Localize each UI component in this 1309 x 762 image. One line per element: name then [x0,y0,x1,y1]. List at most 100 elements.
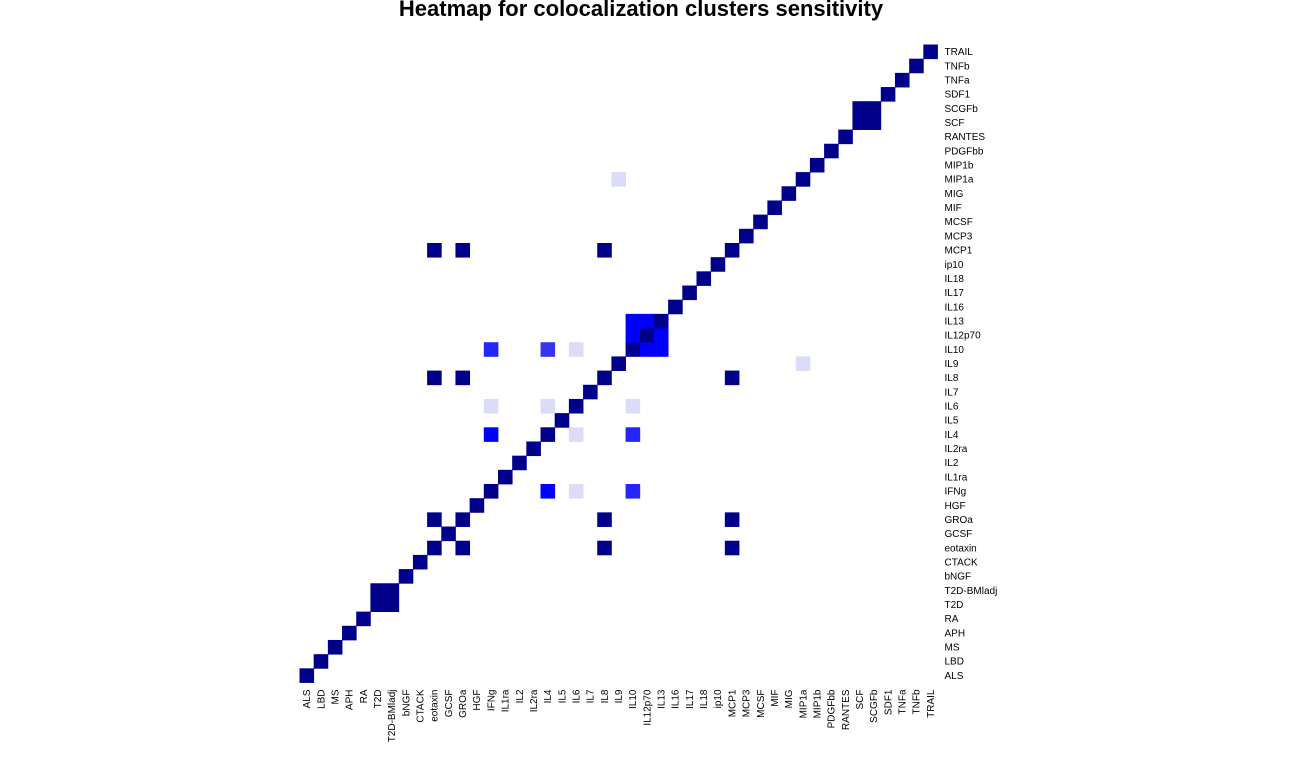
heatmap-cell-IL6-IL10 [625,398,641,414]
x-tick-label-RA: RA [359,689,370,703]
heatmap-cell-IL13-IL10 [625,313,641,329]
heatmap-cell-APH-APH [342,625,357,641]
y-tick-label-CTACK: CTACK [945,557,978,568]
y-tick-label-TNFb: TNFb [945,61,970,72]
heatmap-cell-MIF-MIF [767,200,782,216]
heatmap-cell-SCF-SCF [852,115,868,130]
heatmap-cell-GROa-GROa [455,512,471,527]
x-tick-label-SCF: SCF [855,690,866,710]
heatmap-cell-IL9-MIP1a [795,356,811,371]
heatmap-cell-IL12p70-IL10 [625,328,641,343]
heatmap-cell-IL8-IL8 [597,370,612,386]
y-tick-label-MS: MS [945,643,960,654]
x-tick-label-TNFb: TNFb [912,689,923,714]
heatmap-cell-IL10-IL6 [568,342,584,357]
heatmap-cell-MCP1-IL8 [597,242,612,258]
y-tick-label-IL7: IL7 [945,387,959,398]
y-tick-label-MCSF: MCSF [945,217,973,228]
x-tick-label-IL1ra: IL1ra [501,689,512,712]
x-tick-label-RANTES: RANTES [841,689,852,730]
y-axis-labels: ALS LBD MS APH RA T2D T2D-BMladj bNGF CTACK eotax… [945,47,998,682]
y-tick-label-IL13: IL13 [945,316,965,327]
heatmap-cell-IL1ra-IL1ra [497,469,513,485]
y-tick-label-MCP1: MCP1 [945,246,973,257]
x-tick-label-ALS: ALS [302,689,313,708]
y-tick-label-SCF: SCF [945,118,965,129]
x-tick-label-CTACK: CTACK [416,689,427,722]
heatmap-cell-IL8-MCP1 [724,370,740,386]
heatmap-cell-T2D-BMladj-T2D [370,583,385,598]
x-tick-label-IL6: IL6 [571,689,582,703]
heatmap-cell-SCGFb-SCF [852,101,868,116]
y-tick-label-MIP1b: MIP1b [945,161,974,172]
x-tick-label-IL18: IL18 [699,689,710,709]
heatmap-cell-IL17-IL17 [682,285,697,301]
x-tick-label-APH: APH [345,690,356,711]
x-tick-label-IL13: IL13 [657,689,668,709]
x-tick-label-IL7: IL7 [586,689,597,703]
y-tick-label-T2D-BMladj: T2D-BMladj [945,586,998,597]
heatmap-cell-T2D-T2D [370,597,385,613]
y-tick-label-IL18: IL18 [945,274,965,285]
heatmap-cell-IL6-IFNg [483,398,499,414]
heatmap-cell-IL10-IL10 [625,342,641,357]
heatmap-cell-IL4-IFNg [483,427,499,442]
heatmap-cell-IFNg-IL4 [540,484,556,499]
y-tick-label-IL9: IL9 [945,359,959,370]
heatmap-cell-T2D-T2D-BMladj [384,597,400,613]
y-tick-label-MIP1a: MIP1a [945,175,974,186]
heatmap-cell-IL5-IL5 [554,413,570,428]
y-tick-label-APH: APH [945,628,966,639]
y-tick-label-TRAIL: TRAIL [945,47,974,58]
x-tick-label-HGF: HGF [472,690,483,711]
x-tick-label-IL5: IL5 [557,689,568,703]
heatmap-cell-IFNg-IL10 [625,484,641,499]
y-tick-label-bNGF: bNGF [945,572,972,583]
chart-title: Heatmap for colocalization clusters sens… [399,0,884,21]
heatmap-cell-IL12p70-IL13 [653,328,669,343]
heatmap-cell-SCGFb-SCGFb [866,101,882,116]
heatmap-cell-MS-MS [327,639,343,655]
heatmap-cell-IL10-IL13 [653,342,669,357]
heatmap-cell-bNGF-bNGF [398,569,414,584]
heatmap-cell-MIP1a-IL9 [611,172,626,187]
y-tick-label-IL2ra: IL2ra [945,444,968,455]
heatmap-cell-MCP1-MCP1 [724,242,740,258]
y-tick-label-HGF: HGF [945,501,966,512]
x-tick-label-MCP1: MCP1 [727,689,738,717]
heatmap-cell-MIP1b-MIP1b [809,157,825,173]
x-tick-label-IL8: IL8 [600,689,611,703]
y-tick-label-TNFa: TNFa [945,75,970,86]
y-tick-label-IL6: IL6 [945,402,959,413]
x-tick-label-bNGF: bNGF [401,690,412,717]
x-tick-label-GCSF: GCSF [444,690,455,718]
x-tick-label-LBD: LBD [316,690,327,709]
y-tick-label-T2D: T2D [945,600,964,611]
heatmap-cell-SCF-SCGFb [866,115,882,130]
y-tick-label-GCSF: GCSF [945,529,973,540]
y-tick-label-IL17: IL17 [945,288,965,299]
heatmap-cell-ip10-ip10 [710,257,726,272]
heatmap-cell-GCSF-GCSF [441,526,456,542]
heatmap-cell-IL13-IL13 [653,313,669,329]
x-tick-label-MIP1a: MIP1a [798,689,809,718]
heatmap-cell-IL8-GROa [455,370,471,386]
x-tick-label-IL9: IL9 [614,689,625,703]
heatmap-cell-PDGFbb-PDGFbb [824,143,839,159]
heatmap-cell-IFNg-IFNg [483,484,499,499]
y-tick-label-IL2: IL2 [945,458,959,469]
heatmap-cell-MCSF-MCSF [753,214,768,230]
heatmap-cell-eotaxin-MCP1 [724,540,740,556]
y-tick-label-MIG: MIG [945,189,964,200]
heatmap-cell-IL6-IL4 [540,398,556,414]
y-tick-label-RA: RA [945,614,959,625]
y-tick-label-SCGFb: SCGFb [945,104,979,115]
y-tick-label-IL16: IL16 [945,302,965,313]
y-tick-label-IFNg: IFNg [945,487,967,498]
heatmap-cells [299,44,938,683]
y-tick-label-IL5: IL5 [945,416,959,427]
heatmap-cell-CTACK-CTACK [412,554,428,570]
x-tick-label-ip10: ip10 [713,689,724,708]
y-tick-label-IL1ra: IL1ra [945,472,968,483]
